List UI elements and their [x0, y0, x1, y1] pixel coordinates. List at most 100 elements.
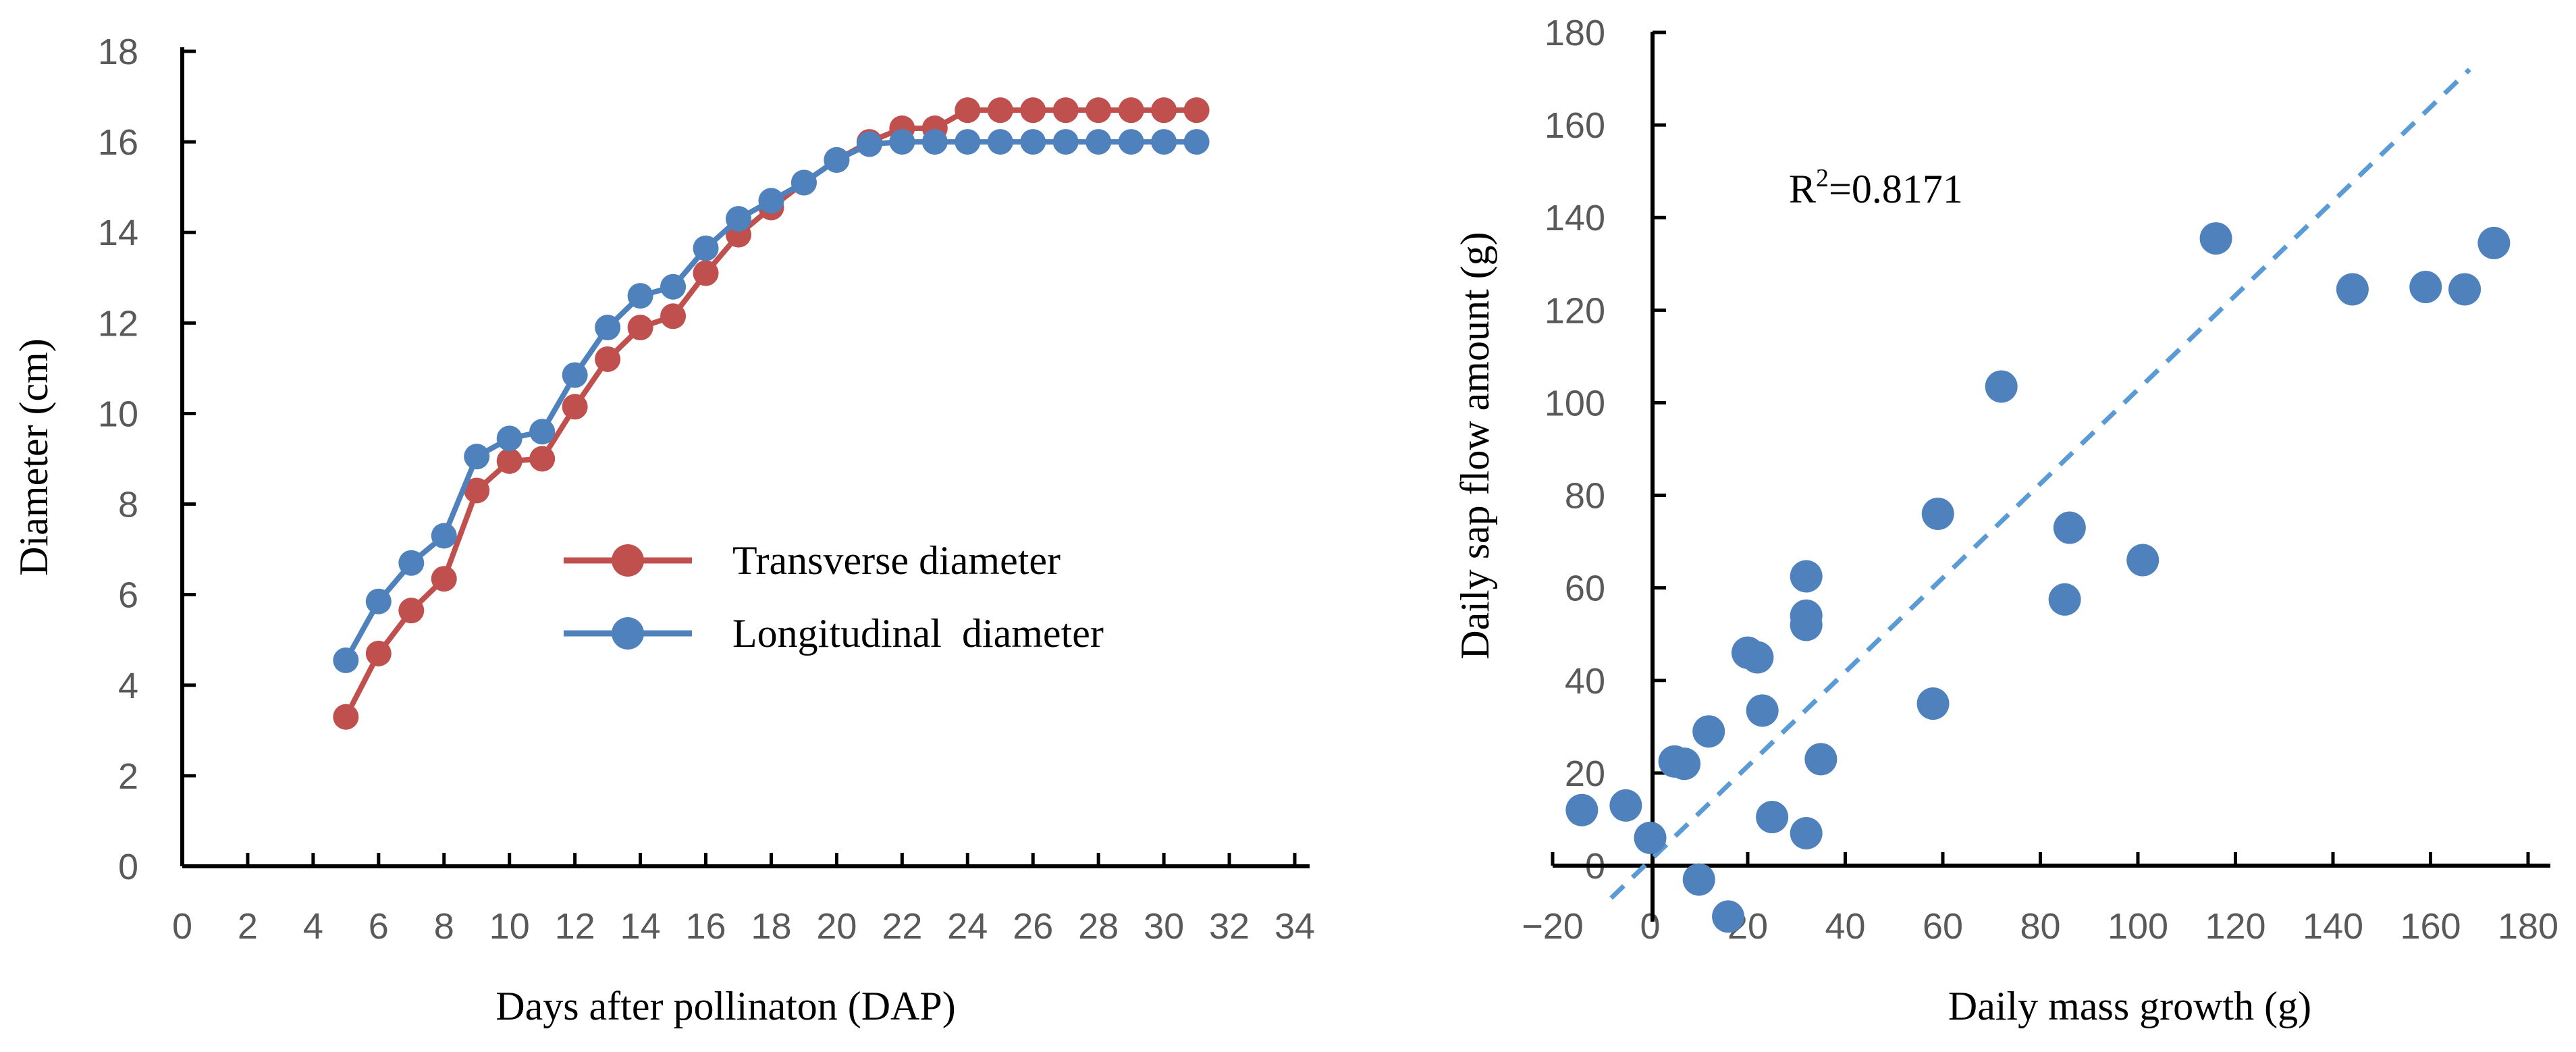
x-tick-label: 4: [303, 906, 323, 947]
y-tick-label: 60: [1565, 569, 1605, 609]
data-point-longitudinal: [595, 315, 621, 341]
data-point-transverse: [1020, 97, 1046, 124]
x-tick-label: 28: [1078, 906, 1119, 947]
data-point-transverse: [987, 97, 1013, 124]
data-point-longitudinal: [824, 147, 850, 173]
x-tick-label: 100: [2108, 906, 2168, 947]
scatter-point: [2199, 222, 2232, 255]
data-point-longitudinal: [987, 129, 1013, 155]
x-tick-label: 32: [1209, 906, 1250, 947]
data-point-longitudinal: [365, 588, 392, 614]
x-tick-label: 34: [1274, 906, 1315, 947]
x-tick-label: −20: [1522, 906, 1584, 947]
x-tick-label: 40: [1825, 906, 1865, 947]
data-point-transverse: [1052, 97, 1079, 124]
data-point-longitudinal: [627, 283, 653, 309]
data-point-longitudinal: [464, 444, 490, 470]
scatter-point: [1790, 817, 1823, 850]
scatter-point: [1609, 789, 1642, 822]
y-tick-label: 10: [98, 394, 138, 434]
x-tick-label: 10: [489, 906, 530, 947]
x-axis-label: Daily mass growth (g): [1948, 984, 2311, 1028]
data-point-longitudinal: [921, 129, 948, 155]
y-tick-label: 2: [118, 756, 138, 797]
y-tick-label: 160: [1545, 105, 1605, 146]
x-tick-label: 60: [1923, 906, 1963, 947]
x-tick-label: 140: [2303, 906, 2363, 947]
scatter-point: [1746, 694, 1779, 727]
data-point-longitudinal: [889, 129, 915, 155]
scatter-point: [1668, 747, 1701, 781]
r-squared-annotation: R2=0.8171: [1789, 164, 1963, 211]
series-group: [333, 97, 1210, 730]
data-point-longitudinal: [955, 129, 981, 155]
data-point-transverse: [595, 346, 621, 372]
data-point-transverse: [562, 394, 588, 420]
data-point-transverse: [627, 315, 653, 341]
scatter-point: [1692, 715, 1725, 748]
x-tick-labels: 0 2 4 6 8 10 12 14 16 18 20 22 24 26 28 30 32 34: [172, 906, 1315, 947]
y-tick-labels: 0 2 4 6 8 10 12 14 16 18: [98, 32, 138, 887]
y-axis-label: Diameter (cm): [11, 338, 56, 575]
data-point-transverse: [660, 303, 687, 330]
scatter-point: [1741, 641, 1774, 674]
data-point-longitudinal: [758, 188, 784, 214]
y-tick-label: 18: [98, 32, 138, 72]
x-tick-label: 30: [1144, 906, 1184, 947]
x-axis-label: Days after pollinaton (DAP): [495, 984, 956, 1028]
x-tick-label: 22: [882, 906, 922, 947]
tick-marks: [1551, 30, 2530, 866]
r-squared-symbol: R: [1789, 167, 1816, 211]
scatter-point: [2409, 271, 2442, 304]
data-point-longitudinal: [726, 206, 751, 232]
data-point-transverse: [398, 598, 425, 624]
x-tick-label: 24: [947, 906, 988, 947]
y-tick-label: 20: [1565, 754, 1605, 794]
data-point-longitudinal: [660, 273, 687, 300]
data-point-longitudinal: [1020, 129, 1046, 155]
x-tick-label: 120: [2205, 906, 2265, 947]
y-tick-label: 120: [1545, 290, 1605, 331]
data-point-transverse: [1118, 97, 1144, 124]
x-tick-label: 6: [369, 906, 389, 947]
x-tick-label: 26: [1013, 906, 1053, 947]
scatter-point: [2477, 226, 2511, 259]
data-point-longitudinal: [496, 425, 522, 452]
data-point-longitudinal: [1085, 129, 1112, 155]
tick-marks: [182, 49, 1297, 866]
data-point-transverse: [1085, 97, 1112, 124]
y-tick-label: 140: [1545, 198, 1605, 238]
y-tick-label: 180: [1545, 13, 1605, 53]
y-tick-label: 40: [1565, 661, 1605, 702]
scatter-point: [1985, 370, 2018, 403]
scatter-point: [2336, 273, 2369, 306]
legend: Transverse diameter Longitudinal diamete…: [564, 538, 1104, 656]
y-tick-label: 4: [118, 666, 138, 706]
x-tick-label: 18: [751, 906, 791, 947]
scatter-point: [2053, 511, 2086, 544]
data-point-longitudinal: [529, 419, 556, 445]
scatter-point: [1682, 863, 1715, 896]
legend-marker-longitudinal: [612, 617, 644, 650]
scatter-point: [1634, 821, 1667, 854]
data-point-longitudinal: [431, 523, 457, 549]
data-point-transverse: [431, 566, 457, 592]
legend-label-longitudinal: Longitudinal diameter: [732, 611, 1104, 656]
scatter-point: [1565, 793, 1599, 826]
data-point-longitudinal: [1052, 129, 1079, 155]
legend-label-transverse: Transverse diameter: [732, 538, 1061, 583]
scatter-point: [1756, 801, 1789, 834]
data-point-transverse: [529, 446, 556, 472]
data-point-longitudinal: [1151, 129, 1177, 155]
x-tick-label: 8: [434, 906, 454, 947]
data-point-transverse: [365, 640, 392, 666]
y-tick-label: 14: [98, 213, 138, 253]
x-tick-label: 180: [2498, 906, 2558, 947]
data-point-longitudinal: [562, 362, 588, 388]
data-point-transverse: [333, 704, 359, 730]
data-point-transverse: [1151, 97, 1177, 124]
trendline: [1609, 68, 2471, 900]
y-tick-label: 8: [118, 485, 138, 525]
